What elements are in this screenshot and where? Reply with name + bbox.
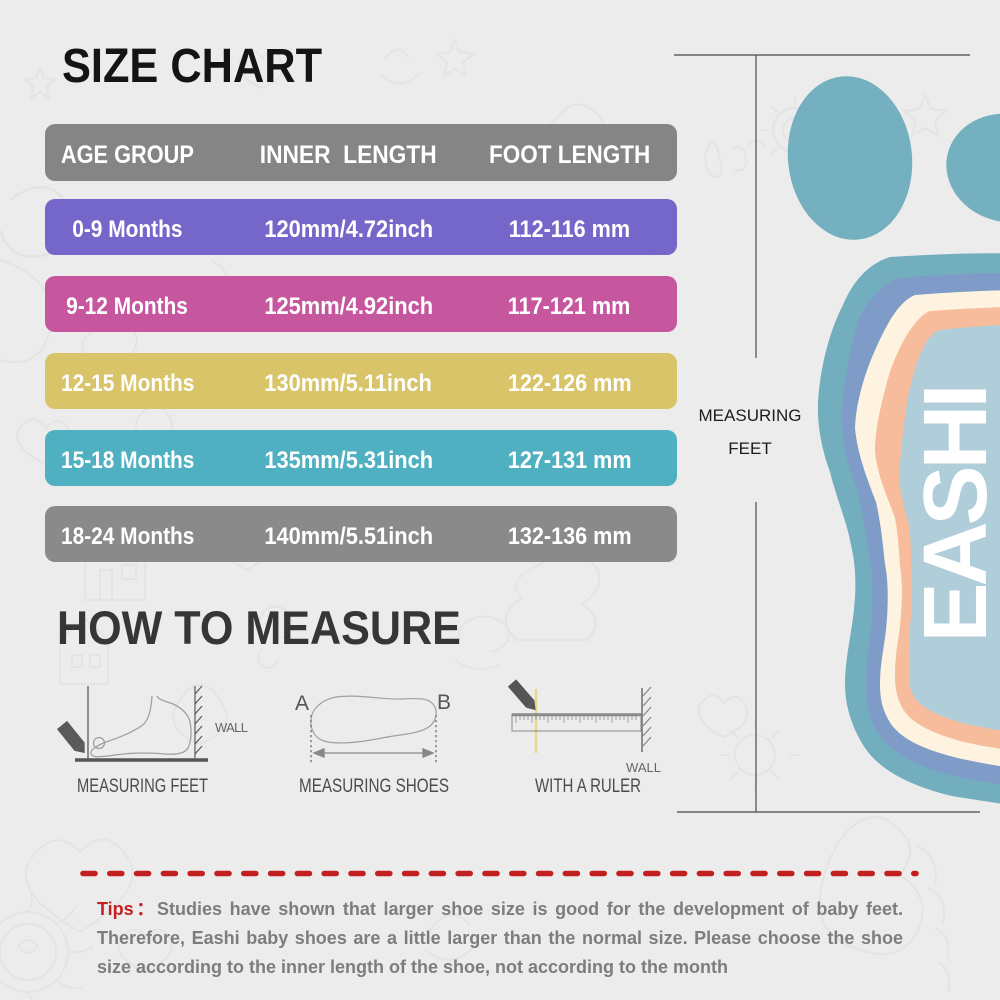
- svg-text:A: A: [295, 692, 309, 715]
- svg-text:MEASURING FEET: MEASURING FEET: [77, 776, 208, 797]
- svg-text:WITH A RULER: WITH A RULER: [535, 776, 641, 797]
- svg-text:B: B: [437, 691, 451, 714]
- svg-text:MEASURING SHOES: MEASURING SHOES: [299, 776, 449, 797]
- svg-text:EASHI: EASHI: [906, 387, 1000, 642]
- svg-text:WALL: WALL: [215, 720, 249, 735]
- svg-text:WALL: WALL: [626, 760, 662, 775]
